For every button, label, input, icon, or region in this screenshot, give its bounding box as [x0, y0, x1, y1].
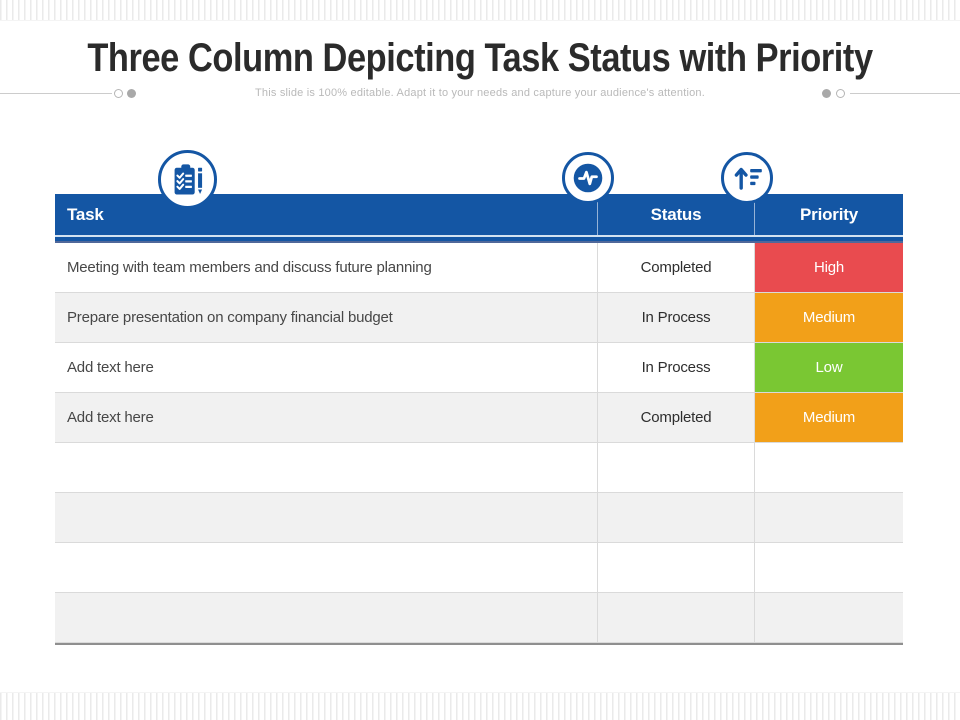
priority-cell — [754, 543, 903, 592]
table-row: Prepare presentation on company financia… — [55, 293, 903, 343]
subtitle-row: This slide is 100% editable. Adapt it to… — [0, 85, 960, 103]
priority-cell: High — [754, 243, 903, 292]
priority-cell — [754, 593, 903, 642]
task-status-table: Task Status Priority Meeting with team m… — [55, 194, 903, 645]
header-priority: Priority — [754, 194, 903, 235]
table-row: Meeting with team members and discuss fu… — [55, 243, 903, 293]
table-row — [55, 593, 903, 643]
task-cell: Prepare presentation on company financia… — [67, 309, 393, 326]
left-open-dot — [114, 89, 123, 98]
sort-ascending-icon — [721, 152, 773, 204]
left-decor-line — [0, 93, 112, 94]
status-cell: Completed — [597, 393, 754, 442]
task-cell — [55, 493, 597, 542]
status-cell — [597, 543, 754, 592]
status-cell: In Process — [597, 293, 754, 342]
status-cell: In Process — [597, 343, 754, 392]
table-body: Meeting with team members and discuss fu… — [55, 243, 903, 645]
table-row: Add text here In Process Low — [55, 343, 903, 393]
page-title: Three Column Depicting Task Status with … — [87, 36, 873, 80]
task-cell: Add text here — [67, 359, 154, 376]
table-header-row: Task Status Priority — [55, 194, 903, 235]
status-cell — [597, 593, 754, 642]
top-stripe-band — [0, 0, 960, 21]
header-task: Task — [67, 204, 104, 224]
priority-cell: Medium — [754, 393, 903, 442]
pulse-icon — [562, 152, 614, 204]
status-cell — [597, 443, 754, 492]
table-row — [55, 443, 903, 493]
header-status: Status — [597, 194, 754, 235]
task-cell — [55, 543, 597, 592]
task-cell — [55, 443, 597, 492]
task-cell: Add text here — [67, 409, 154, 426]
header-bottom-edge — [55, 241, 903, 243]
status-cell — [597, 493, 754, 542]
right-filled-dot — [822, 89, 831, 98]
left-filled-dot — [127, 89, 136, 98]
header-accent-strip — [55, 237, 903, 241]
right-open-dot — [836, 89, 845, 98]
table-row — [55, 543, 903, 593]
priority-cell — [754, 443, 903, 492]
priority-cell — [754, 493, 903, 542]
table-row — [55, 493, 903, 543]
header-divider-line — [55, 235, 903, 237]
table-row: Add text here Completed Medium — [55, 393, 903, 443]
status-cell: Completed — [597, 243, 754, 292]
subtitle-text: This slide is 100% editable. Adapt it to… — [255, 87, 705, 99]
right-decor-line — [850, 93, 960, 94]
task-cell — [55, 593, 597, 642]
task-cell: Meeting with team members and discuss fu… — [67, 259, 432, 276]
priority-cell: Medium — [754, 293, 903, 342]
clipboard-checklist-icon — [158, 150, 217, 209]
priority-cell: Low — [754, 343, 903, 392]
bottom-stripe-band — [0, 692, 960, 720]
